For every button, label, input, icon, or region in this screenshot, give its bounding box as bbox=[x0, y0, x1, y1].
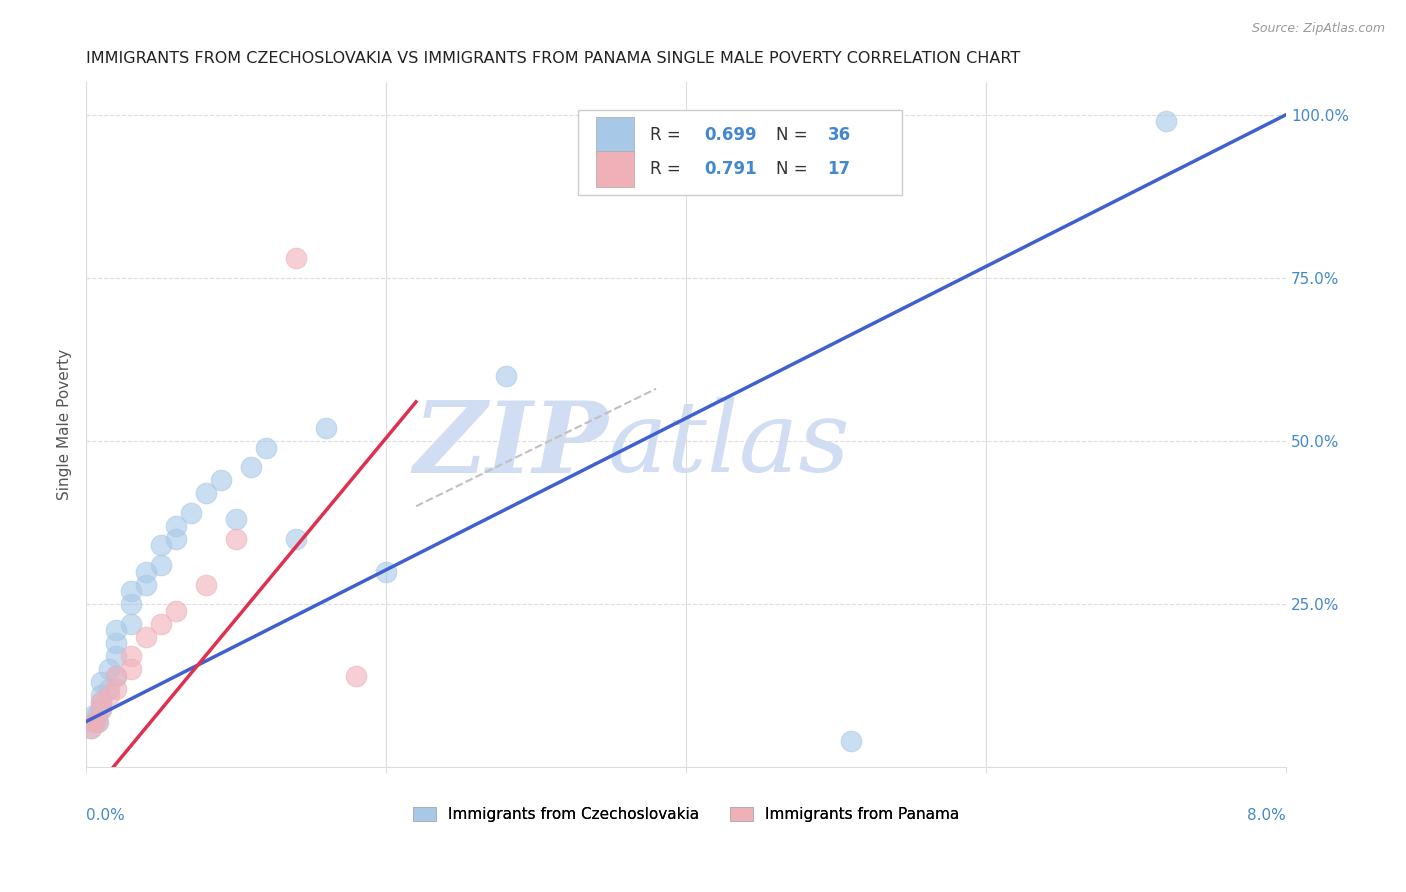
Point bbox=[285, 532, 308, 546]
Point bbox=[150, 558, 173, 572]
Text: 17: 17 bbox=[828, 161, 851, 178]
Point bbox=[105, 669, 128, 683]
Point bbox=[90, 701, 112, 715]
Text: 0.0%: 0.0% bbox=[86, 808, 125, 823]
Point bbox=[79, 721, 101, 735]
Point bbox=[165, 532, 187, 546]
Y-axis label: Single Male Poverty: Single Male Poverty bbox=[58, 349, 72, 500]
Point bbox=[165, 604, 187, 618]
Point bbox=[105, 669, 128, 683]
Point bbox=[83, 714, 105, 729]
Point bbox=[344, 669, 367, 683]
Point bbox=[150, 538, 173, 552]
Point bbox=[120, 662, 142, 676]
Point bbox=[90, 695, 112, 709]
Point bbox=[195, 486, 218, 500]
Point bbox=[225, 532, 247, 546]
Point bbox=[90, 689, 112, 703]
FancyBboxPatch shape bbox=[596, 152, 634, 187]
Text: 0.699: 0.699 bbox=[704, 126, 756, 144]
Point bbox=[285, 252, 308, 266]
Point bbox=[97, 681, 120, 696]
Point bbox=[180, 506, 202, 520]
Point bbox=[120, 649, 142, 664]
Point bbox=[105, 624, 128, 638]
Text: IMMIGRANTS FROM CZECHOSLOVAKIA VS IMMIGRANTS FROM PANAMA SINGLE MALE POVERTY COR: IMMIGRANTS FROM CZECHOSLOVAKIA VS IMMIGR… bbox=[86, 51, 1021, 66]
Point bbox=[150, 616, 173, 631]
Point bbox=[1154, 114, 1177, 128]
Point bbox=[105, 649, 128, 664]
Point bbox=[375, 565, 398, 579]
Point bbox=[84, 714, 107, 729]
Point bbox=[240, 460, 263, 475]
Point bbox=[105, 681, 128, 696]
Point bbox=[195, 577, 218, 591]
Point bbox=[86, 708, 108, 723]
Point bbox=[86, 714, 108, 729]
Point bbox=[165, 519, 187, 533]
Text: Source: ZipAtlas.com: Source: ZipAtlas.com bbox=[1251, 22, 1385, 36]
Point bbox=[495, 368, 517, 383]
Point bbox=[83, 708, 105, 723]
Point bbox=[254, 441, 277, 455]
Point bbox=[135, 630, 157, 644]
FancyBboxPatch shape bbox=[578, 110, 903, 195]
Text: N =: N = bbox=[776, 161, 813, 178]
Text: 0.791: 0.791 bbox=[704, 161, 756, 178]
Text: 36: 36 bbox=[828, 126, 851, 144]
Point bbox=[120, 616, 142, 631]
Text: atlas: atlas bbox=[607, 398, 851, 493]
Point bbox=[90, 701, 112, 715]
Point bbox=[225, 512, 247, 526]
Point bbox=[120, 584, 142, 599]
Point bbox=[97, 689, 120, 703]
Text: R =: R = bbox=[650, 161, 686, 178]
Point bbox=[120, 597, 142, 611]
Point bbox=[135, 565, 157, 579]
Text: N =: N = bbox=[776, 126, 813, 144]
Point bbox=[209, 473, 232, 487]
Point bbox=[839, 734, 862, 748]
Text: R =: R = bbox=[650, 126, 686, 144]
Point bbox=[90, 675, 112, 690]
Point bbox=[315, 421, 337, 435]
Text: 8.0%: 8.0% bbox=[1247, 808, 1286, 823]
Point bbox=[135, 577, 157, 591]
Point bbox=[105, 636, 128, 650]
Point bbox=[97, 662, 120, 676]
Legend: Immigrants from Czechoslovakia, Immigrants from Panama: Immigrants from Czechoslovakia, Immigran… bbox=[406, 801, 966, 828]
Text: ZIP: ZIP bbox=[413, 397, 607, 493]
Point bbox=[79, 721, 101, 735]
Point bbox=[90, 695, 112, 709]
Point bbox=[87, 714, 110, 729]
FancyBboxPatch shape bbox=[596, 117, 634, 153]
